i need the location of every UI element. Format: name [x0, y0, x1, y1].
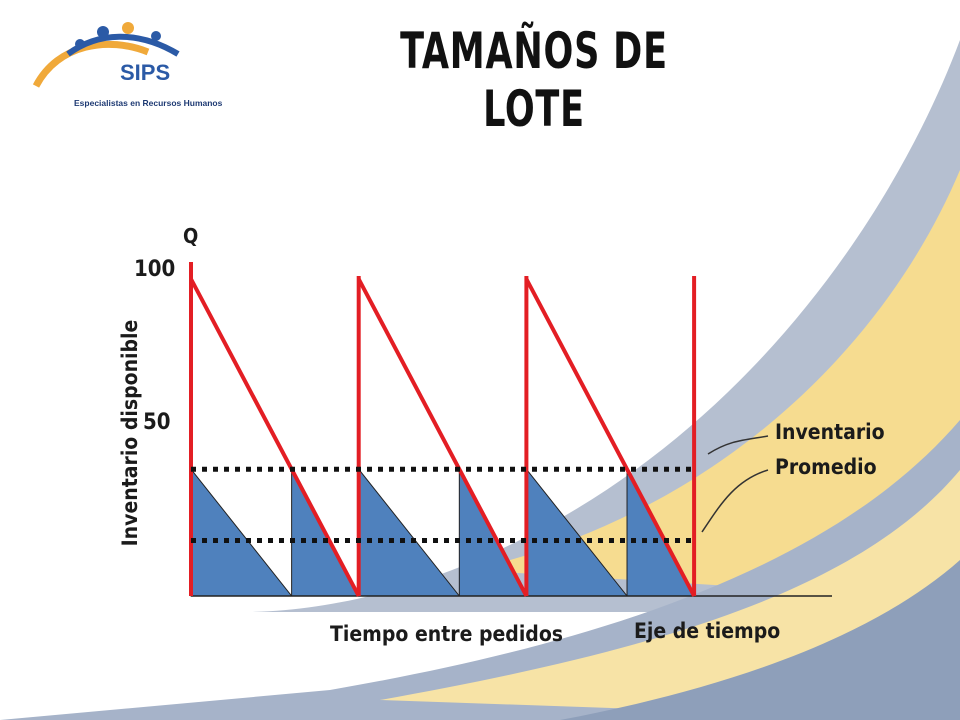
x-label-time-axis: Eje de tiempo: [634, 619, 781, 643]
annotation-line-2: Promedio: [775, 455, 877, 479]
annotation-leader: [707, 435, 769, 455]
y-axis-label: Inventario disponible: [118, 319, 142, 547]
x-label-cycle-time: Tiempo entre pedidos: [330, 622, 564, 646]
sips-logo: SIPS Especialistas en Recursos Humanos: [28, 14, 222, 114]
area-triangle: [525, 467, 629, 597]
logo-brand: SIPS: [120, 60, 170, 85]
slide-title: TAMAÑOS DE LOTE: [400, 22, 668, 138]
area-triangle: [358, 467, 461, 597]
annotation-leader: [701, 469, 769, 533]
y-tick-50: 50: [143, 410, 171, 435]
area-triangle: [190, 467, 293, 597]
annotation-line-1: Inventario: [775, 420, 885, 444]
q-axis-symbol: Q: [183, 224, 199, 248]
depletion-line: [189, 278, 361, 597]
depletion-line: [524, 278, 696, 597]
band-blue-bottom: [560, 560, 960, 720]
band-yellow: [470, 170, 960, 600]
y-tick-100: 100: [134, 257, 176, 282]
logo-tagline: Especialistas en Recursos Humanos: [74, 98, 223, 108]
depletion-line: [356, 278, 529, 597]
